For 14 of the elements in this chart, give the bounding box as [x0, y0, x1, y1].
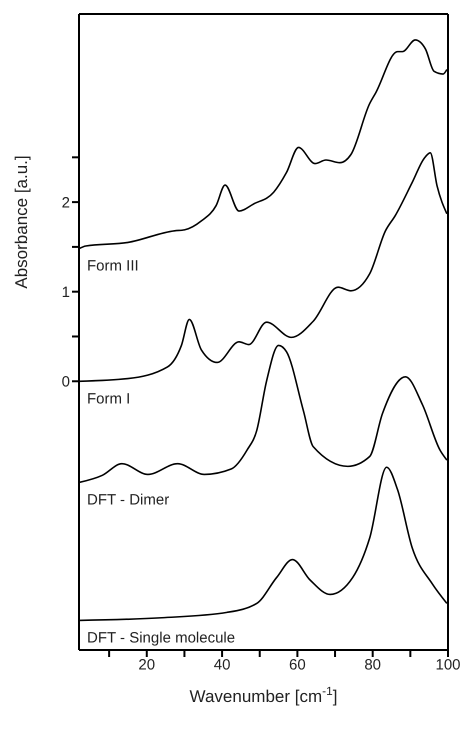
- y-tick-label: 1: [62, 284, 70, 302]
- x-tick-label: 40: [214, 656, 230, 674]
- y-tick-label: 0: [62, 374, 70, 391]
- y-axis-title: Absorbance [a.u.]: [12, 155, 31, 289]
- x-tick-label: 100: [435, 656, 461, 674]
- series-label: DFT - Dimer: [87, 491, 170, 508]
- y-tick-label: 2: [62, 194, 70, 212]
- series-label: Form I: [87, 390, 130, 408]
- x-axis-title: Wavenumber [cm$^{-1}$]: [190, 684, 338, 706]
- x-tick-label: 60: [289, 656, 306, 674]
- series-label: Form III: [87, 258, 139, 275]
- x-tick-label: 80: [364, 656, 382, 674]
- series-label: DFT - Single molecule: [87, 629, 236, 646]
- x-tick-label: 20: [138, 656, 156, 674]
